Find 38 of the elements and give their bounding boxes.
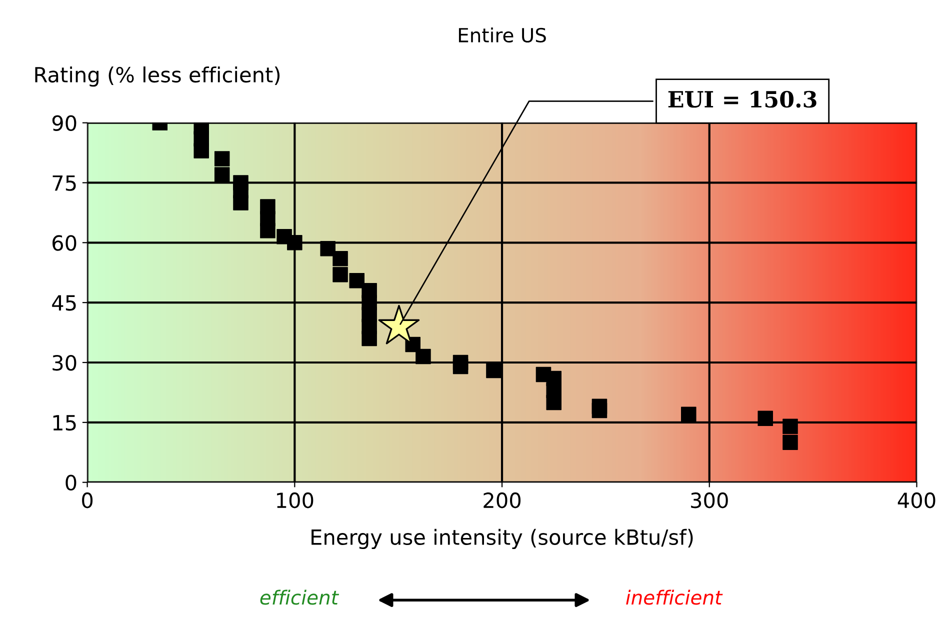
point xyxy=(782,434,798,450)
x-tick-label: 300 xyxy=(691,492,728,508)
x-axis-title: Energy use intensity (source kBtu/sf) xyxy=(312,528,693,550)
point xyxy=(681,406,696,422)
point xyxy=(782,418,798,434)
point xyxy=(194,143,209,158)
y-tick-label: 15 xyxy=(53,415,76,431)
point xyxy=(362,330,377,346)
point xyxy=(416,348,431,364)
x-tick-label: 100 xyxy=(277,492,314,508)
chart-title: Entire US xyxy=(458,27,546,43)
x-tick-label: 400 xyxy=(898,492,936,508)
annotation: EUI = 150.3 xyxy=(668,90,816,108)
point xyxy=(233,195,248,210)
y-tick-label: 90 xyxy=(52,115,76,132)
x-tick-label: 200 xyxy=(484,492,521,508)
point xyxy=(287,235,302,250)
point xyxy=(349,272,365,288)
y-tick-label: 0 xyxy=(66,474,76,491)
point xyxy=(260,223,276,238)
y-tick-label: 45 xyxy=(52,295,76,311)
point xyxy=(214,167,230,182)
point xyxy=(214,151,230,166)
point xyxy=(546,394,562,410)
text: efficient xyxy=(260,590,340,605)
point xyxy=(332,250,348,266)
point xyxy=(486,362,502,378)
y-tick-label: 75 xyxy=(52,175,76,191)
y-tick-label: 60 xyxy=(52,235,76,251)
y-axis-title: Rating (% less efficient) xyxy=(35,66,280,87)
x-tick-label: 0 xyxy=(82,492,93,508)
point xyxy=(758,410,773,426)
point xyxy=(320,241,336,256)
text: inefficient xyxy=(626,590,723,605)
point xyxy=(452,358,468,374)
y-tick-label: 30 xyxy=(52,354,76,371)
point xyxy=(332,266,348,282)
point xyxy=(592,402,608,418)
